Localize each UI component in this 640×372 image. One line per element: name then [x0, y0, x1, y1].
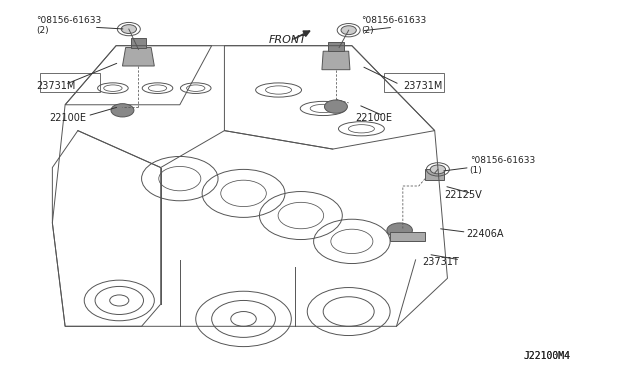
Circle shape: [341, 26, 356, 35]
Text: °08156-61633
(1): °08156-61633 (1): [470, 156, 535, 175]
Text: 22100E: 22100E: [49, 113, 86, 123]
Text: 23731M: 23731M: [36, 81, 76, 91]
Text: 22406A: 22406A: [467, 229, 504, 239]
Polygon shape: [131, 38, 146, 48]
Text: J22100M4: J22100M4: [524, 351, 571, 361]
Circle shape: [324, 100, 348, 113]
Circle shape: [121, 25, 136, 33]
Polygon shape: [390, 232, 425, 241]
Circle shape: [430, 165, 445, 174]
Text: FRONT: FRONT: [269, 35, 307, 45]
Text: °08156-61633
(2): °08156-61633 (2): [36, 16, 102, 35]
Circle shape: [111, 104, 134, 117]
Text: 22100E: 22100E: [355, 113, 392, 123]
Polygon shape: [322, 51, 350, 70]
Polygon shape: [122, 48, 154, 66]
Polygon shape: [425, 169, 444, 180]
Circle shape: [387, 223, 412, 238]
Text: °08156-61633
(2): °08156-61633 (2): [362, 16, 427, 35]
Text: 23731M: 23731M: [403, 81, 442, 91]
Text: J22100M4: J22100M4: [524, 351, 571, 361]
Polygon shape: [328, 42, 344, 51]
Text: 23731T: 23731T: [422, 257, 459, 267]
Text: 22125V: 22125V: [444, 190, 482, 200]
